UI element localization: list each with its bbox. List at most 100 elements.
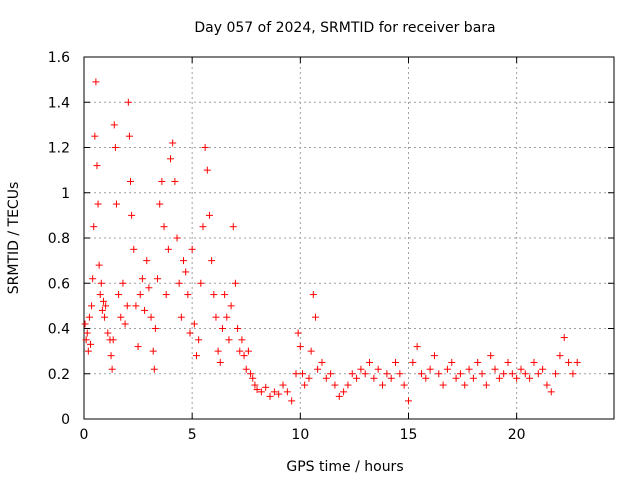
data-point [136,291,144,299]
data-point [101,313,109,321]
data-point [422,374,430,382]
data-point [309,291,317,299]
data-point [573,358,581,366]
data-point [327,370,335,378]
data-point [400,381,408,389]
data-point [495,374,503,382]
data-point [552,370,560,378]
data-point [379,381,387,389]
data-point [182,268,190,276]
data-point [158,177,166,185]
data-point [288,397,296,405]
y-tick-label: 0.8 [48,231,70,247]
data-point [82,336,90,344]
data-point [344,381,352,389]
data-point [141,306,149,314]
x-tick-label: 20 [508,427,526,443]
data-point [513,374,521,382]
data-point [244,347,252,355]
data-point [253,386,261,394]
data-point [404,397,412,405]
x-tick-label: 15 [400,427,418,443]
data-point [109,336,117,344]
data-point [192,352,200,360]
data-point [162,291,170,299]
y-tick-label: 0.6 [48,276,70,292]
data-point [340,388,348,396]
data-point [311,313,319,321]
data-point [124,98,132,106]
data-point [227,302,235,310]
data-point [322,374,330,382]
data-point [539,365,547,373]
data-point [318,358,326,366]
data-point [112,200,120,208]
data-point [251,381,259,389]
data-point [151,325,159,332]
data-point [218,325,226,332]
data-point [199,223,207,231]
data-point [99,297,107,305]
data-point [530,358,538,366]
x-tick-label: 5 [188,427,197,443]
data-point [177,313,185,321]
data-point [145,284,153,292]
data-point [96,291,104,299]
data-point [500,370,508,378]
data-point [439,381,447,389]
data-point [238,336,246,344]
data-point [173,234,181,242]
data-point [86,340,94,348]
data-point [409,358,417,366]
data-point [127,177,135,185]
data-point [556,352,564,360]
data-point [331,381,339,389]
data-point [81,320,89,328]
data-point [266,392,274,400]
data-point [156,200,164,208]
data-point [301,381,309,389]
data-point [94,200,102,208]
data-point [205,211,213,219]
data-point [348,370,356,378]
data-point [560,334,568,342]
x-axis-label: GPS time / hours [286,459,403,475]
data-point [83,329,91,337]
data-point [134,343,142,351]
data-point [292,370,300,378]
chart-title: Day 057 of 2024, SRMTID for receiver bar… [194,20,495,36]
data-point [203,166,211,174]
data-point [242,365,250,373]
y-tick-label: 0.4 [48,322,70,338]
y-tick-label: 1 [61,186,70,202]
axis-ticks: 0 0.2 0.4 0.6 0.8 1 1.2 1.4 1.6 0 5 10 15 20 [48,50,614,443]
data-point [452,374,460,382]
data-point [197,279,205,287]
data-point [216,358,224,366]
data-point [115,291,123,299]
data-point [417,370,425,378]
grid-lines [84,57,614,419]
data-point [456,370,464,378]
data-point [107,352,115,360]
data-point [123,302,131,310]
data-point [201,144,209,151]
data-point [461,381,469,389]
data-point [569,370,577,378]
data-point [121,320,129,328]
data-point [262,383,270,391]
data-point [392,358,400,366]
data-point [249,374,257,382]
data-point [88,302,96,310]
data-point [236,347,244,355]
data-point [128,211,136,219]
data-point [169,139,177,147]
data-point [138,275,146,283]
x-tick-label: 10 [291,427,309,443]
data-point [90,223,98,231]
y-tick-label: 1.6 [48,50,70,66]
data-point [543,381,551,389]
data-points [81,78,581,405]
data-point [508,370,516,378]
data-point [361,370,369,378]
